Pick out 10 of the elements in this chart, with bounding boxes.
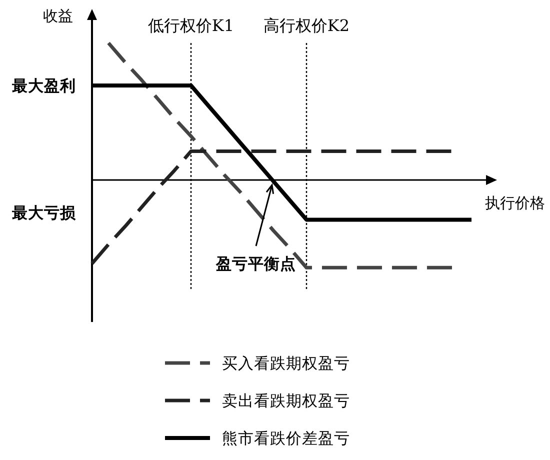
y-axis-title: 收益 [43,7,73,25]
text: 最大亏损 [11,204,77,222]
legend-label: 卖出看跌期权盈亏 [222,392,350,410]
text: 最大盈利 [11,77,76,95]
legend-label: 买入看跌期权盈亏 [222,354,350,372]
legend-label: 熊市看跌价差盈亏 [222,430,350,448]
x-axis-title: 执行价格 [485,194,545,212]
x-tick-label: 高行权价K2 [263,16,350,35]
x-tick-label: 低行权价K1 [148,16,234,35]
annotation: 盈亏平衡点 [215,255,296,273]
